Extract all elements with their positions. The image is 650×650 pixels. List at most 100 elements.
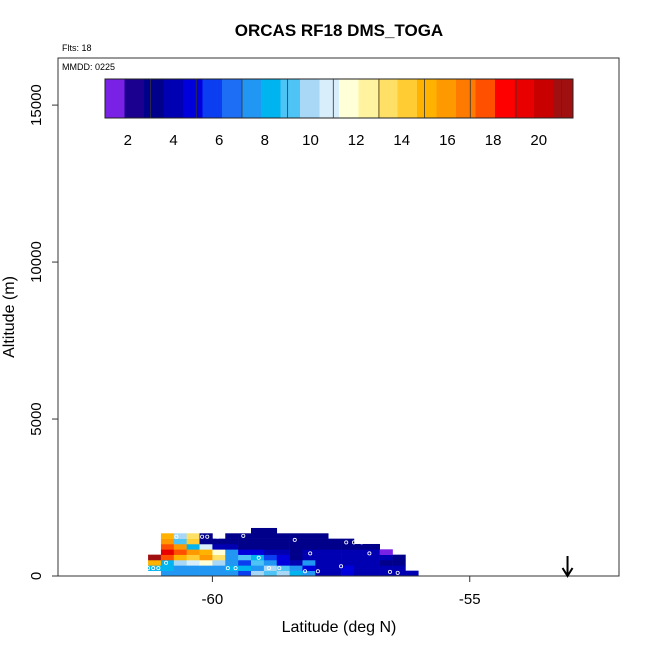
heatmap-cell — [225, 559, 239, 566]
colorbar-swatch — [241, 79, 262, 118]
sample-point — [267, 566, 272, 571]
heatmap-cell — [392, 565, 406, 571]
heatmap-cell — [251, 549, 265, 555]
x-axis-title: Latitude (deg N) — [282, 619, 397, 636]
heatmap-cell — [238, 543, 252, 550]
sample-point — [215, 534, 220, 539]
heatmap-cell — [225, 565, 239, 571]
colorbar-swatch — [319, 79, 340, 118]
heatmap-cell — [199, 538, 213, 545]
heatmap-cell — [315, 549, 329, 555]
sample-point — [277, 566, 282, 571]
heatmap-cell — [263, 543, 278, 550]
heatmap-cell — [148, 559, 162, 566]
heatmap-cell — [276, 554, 290, 561]
heatmap-cell — [199, 565, 213, 571]
heatmap-cell — [263, 527, 278, 534]
heatmap-cell — [276, 543, 290, 550]
sample-points — [146, 533, 400, 575]
heatmap-cell — [353, 549, 368, 555]
heatmap-cell — [212, 554, 226, 561]
heatmap-cell — [238, 559, 252, 566]
colorbar-tick-label: 10 — [302, 132, 319, 149]
heatmap-cell — [173, 570, 187, 577]
sample-point — [233, 566, 238, 571]
heatmap-cell — [366, 554, 380, 561]
sample-point — [205, 534, 210, 539]
heatmap-cell — [251, 565, 265, 571]
heatmap-cell — [276, 570, 290, 577]
sample-point — [156, 566, 161, 571]
heatmap-cell — [173, 565, 187, 571]
heatmap-cell — [199, 559, 213, 566]
heatmap-cell — [353, 543, 368, 550]
heatmap-cell — [225, 570, 239, 577]
colorbar-tick-label: 2 — [124, 132, 132, 149]
heatmap-cell — [353, 559, 368, 566]
sample-point — [395, 570, 400, 575]
colorbar-swatch — [475, 79, 496, 118]
heatmap-cell — [238, 570, 252, 577]
colorbar-swatch — [514, 79, 535, 118]
heatmap-cell — [238, 554, 252, 561]
sample-point — [225, 566, 230, 571]
heatmap-cell — [186, 533, 200, 539]
heatmap-cell — [341, 554, 355, 561]
sample-point — [164, 560, 169, 565]
colorbar-swatch — [436, 79, 457, 118]
heatmap-cell — [173, 543, 187, 550]
heatmap-cell — [289, 570, 303, 577]
heatmap-cell — [366, 559, 380, 566]
y-tick-label: 0 — [28, 572, 45, 580]
heatmap-cell — [315, 565, 329, 571]
heatmap-cell — [263, 554, 278, 561]
heatmap-cell — [199, 543, 213, 550]
heatmap-cell — [289, 554, 303, 561]
x-axis: -60 -55 — [202, 576, 481, 608]
heatmap-cell — [392, 559, 406, 566]
heatmap-cell — [353, 554, 368, 561]
heatmap-cell — [173, 559, 187, 566]
plot-frame — [57, 57, 620, 577]
sample-point — [151, 566, 156, 571]
sample-point — [241, 533, 246, 538]
heatmap-cell — [173, 538, 187, 545]
heatmap-cell — [328, 559, 342, 566]
heatmap-cell — [302, 570, 316, 577]
heatmap-cell — [238, 538, 252, 545]
sample-point — [351, 540, 356, 545]
heatmap-cell — [392, 554, 406, 561]
heatmap-cell — [186, 570, 200, 577]
heatmap-cell — [289, 543, 303, 550]
heatmap-cell — [353, 570, 368, 577]
heatmap-cell — [225, 533, 239, 539]
heatmap-cell — [379, 565, 393, 571]
x-tick-label: -55 — [459, 591, 481, 608]
heatmap-cell — [238, 549, 252, 555]
sample-point — [174, 534, 179, 539]
heatmap-cell — [212, 538, 226, 545]
heatmap-cell — [160, 570, 175, 577]
down-arrow-icon — [561, 556, 574, 578]
heatmap-cell — [199, 570, 213, 577]
heatmap-cell — [212, 570, 226, 577]
colorbar-tick-label: 6 — [215, 132, 223, 149]
heatmap-cell — [289, 538, 303, 545]
heatmap-cell — [302, 565, 316, 571]
heatmap-cell — [263, 538, 278, 545]
date-note: MMDD: 0225 — [62, 62, 115, 72]
heatmap-cell — [160, 538, 175, 545]
heatmap-cell — [212, 565, 226, 571]
heatmap-cell — [302, 533, 316, 539]
heatmap-cell — [315, 570, 329, 577]
colorbar-swatch — [222, 79, 242, 118]
heatmap-cell — [315, 533, 329, 539]
colorbar-swatch — [495, 79, 515, 118]
heatmap-cell — [328, 570, 342, 577]
sample-point — [387, 569, 392, 574]
heatmap-cell — [379, 549, 393, 555]
heatmap-cell — [160, 533, 175, 539]
colorbar-swatch — [144, 79, 164, 118]
heatmap-cell — [276, 549, 290, 555]
heatmap-cell — [186, 554, 200, 561]
